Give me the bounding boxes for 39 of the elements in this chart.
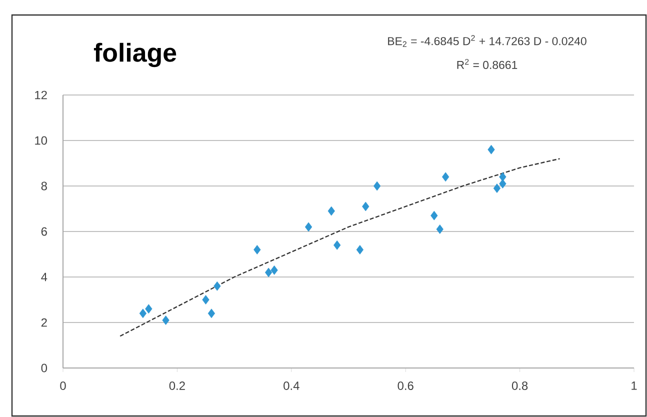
x-tick-label: 0.4 xyxy=(284,382,300,390)
x-tick-label: 0.6 xyxy=(398,382,414,390)
point xyxy=(442,172,450,182)
text: BE$_{2}$ = -4.6845 D$^{2}$ + 14.7263 D - 0.0240 xyxy=(388,35,586,47)
point xyxy=(304,222,312,232)
point xyxy=(493,184,501,193)
point xyxy=(499,172,506,182)
y-tick-label: 8 xyxy=(41,182,47,190)
point xyxy=(202,295,210,304)
point xyxy=(430,210,438,220)
point xyxy=(264,268,272,278)
point xyxy=(356,245,364,254)
point xyxy=(162,316,170,325)
point xyxy=(499,179,506,188)
y-tick-label: 4 xyxy=(41,272,48,282)
y-tick-label: 12 xyxy=(35,90,47,100)
text: R$^{2}$ = 0.8661 xyxy=(457,58,518,70)
point xyxy=(436,224,444,234)
x-tick-label: 1 xyxy=(632,382,637,390)
point xyxy=(214,281,221,291)
y-tick-label: 2 xyxy=(41,318,47,327)
y-tick-label: 0 xyxy=(41,364,48,372)
point xyxy=(208,308,216,318)
point xyxy=(488,144,495,154)
chart-title: foliage xyxy=(94,42,176,68)
point xyxy=(254,245,261,254)
point xyxy=(139,308,147,318)
point xyxy=(373,181,381,191)
point xyxy=(145,304,152,314)
point xyxy=(328,206,335,216)
x-tick-label: 0 xyxy=(60,382,66,390)
y-tick-label: 10 xyxy=(35,136,48,145)
point xyxy=(270,265,278,275)
point xyxy=(362,202,370,212)
x-tick-label: 0.2 xyxy=(169,382,185,390)
x-tick-label: 0.8 xyxy=(512,382,528,390)
point xyxy=(334,240,341,250)
line-series xyxy=(120,158,560,337)
y-tick-label: 6 xyxy=(41,227,47,236)
